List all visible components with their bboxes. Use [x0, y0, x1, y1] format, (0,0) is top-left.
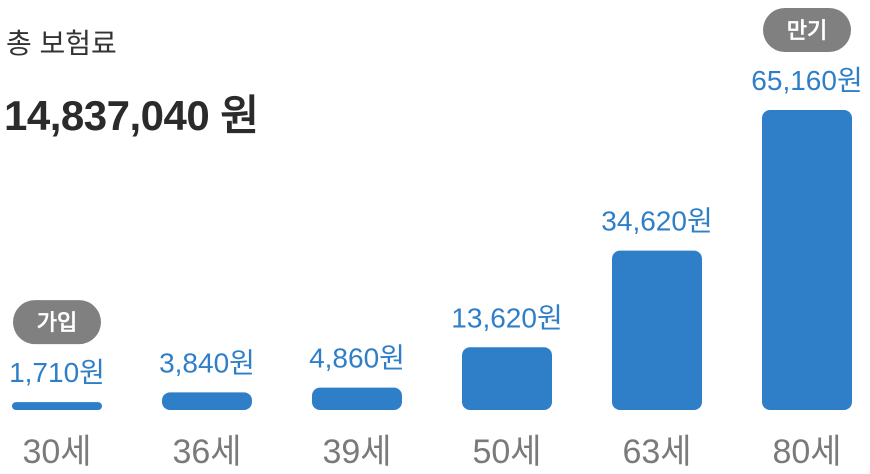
- category-label: 63세: [622, 433, 691, 471]
- total-premium-value: 14,837,040 원: [4, 92, 259, 139]
- bar-50세: [462, 347, 552, 410]
- value-label: 65,160원: [751, 65, 862, 96]
- category-label: 36세: [172, 433, 241, 471]
- milestone-badge-text: 가입: [37, 310, 77, 335]
- category-label: 39세: [322, 433, 391, 471]
- value-label: 13,620원: [451, 302, 562, 333]
- value-label: 1,710원: [9, 357, 105, 388]
- value-label: 4,860원: [309, 343, 405, 374]
- bar-80세: [762, 110, 852, 410]
- milestone-badge: 가입: [13, 300, 101, 345]
- milestone-badge: 만기: [763, 8, 851, 52]
- bar-39세: [312, 387, 402, 410]
- category-label: 50세: [472, 433, 541, 471]
- category-label: 80세: [772, 433, 841, 471]
- category-label: 30세: [22, 433, 91, 471]
- bar-30세: [12, 402, 102, 410]
- value-label: 34,620원: [601, 206, 712, 237]
- bar-63세: [612, 250, 702, 410]
- bar-36세: [162, 392, 252, 410]
- total-premium-label: 총 보험료: [6, 28, 117, 59]
- value-label: 3,840원: [159, 347, 255, 378]
- milestone-badge-text: 만기: [787, 18, 827, 43]
